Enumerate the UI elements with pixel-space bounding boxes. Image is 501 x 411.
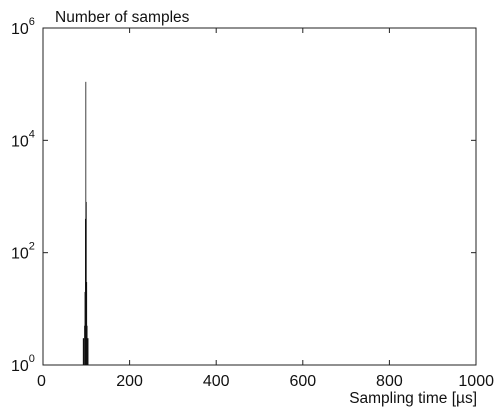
histogram-bar-3 xyxy=(85,218,86,365)
histogram-bar-0 xyxy=(82,338,85,365)
y-axis: 100 102 104 106 xyxy=(11,16,476,375)
y-tick-label: 104 xyxy=(11,128,35,150)
x-tick-label: 200 xyxy=(116,373,143,390)
histogram-bar-2 xyxy=(84,291,86,365)
histogram-bar-1 xyxy=(84,325,85,365)
x-axis-label: Sampling time [µs] xyxy=(349,390,477,407)
x-tick-label: 0 xyxy=(37,373,46,390)
y-tick-label: 102 xyxy=(11,241,35,263)
x-tick-label: 400 xyxy=(203,373,230,390)
bars-layer xyxy=(82,81,89,365)
histogram-bar-6 xyxy=(86,282,88,365)
y-tick-label: 106 xyxy=(11,16,35,38)
histogram-bar-7 xyxy=(86,325,88,365)
histogram-bar-4 xyxy=(85,81,87,365)
x-tick-label: 800 xyxy=(376,373,403,390)
x-tick-label: 1000 xyxy=(458,373,494,390)
y-tick-label: 100 xyxy=(11,353,35,375)
x-axis: 0 200 400 600 800 1000 xyxy=(37,28,494,390)
plot-area-frame xyxy=(42,27,477,366)
histogram-bar-8 xyxy=(87,338,89,365)
x-tick-label: 600 xyxy=(289,373,316,390)
chart-title: Number of samples xyxy=(55,9,190,26)
histogram-bar-5 xyxy=(85,201,87,365)
